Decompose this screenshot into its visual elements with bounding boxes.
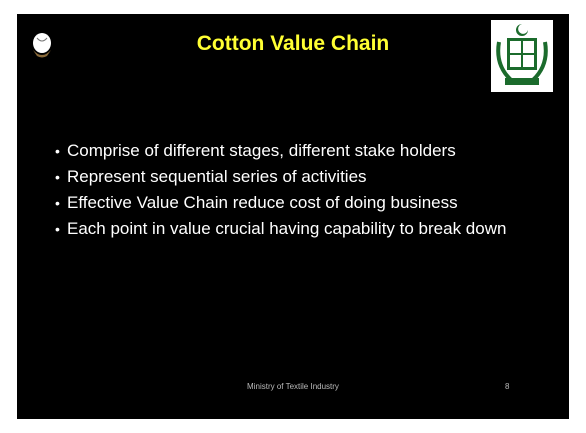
bullet: Represent sequential series of activitie… xyxy=(55,167,549,187)
footer: Ministry of Textile Industry xyxy=(247,382,339,391)
emblem xyxy=(491,20,553,92)
bullet: Effective Value Chain reduce cost of doi… xyxy=(55,193,549,213)
bullet: Comprise of different stages, different … xyxy=(55,141,549,161)
title: Cotton Value Chain xyxy=(196,32,390,55)
page-number: 8 xyxy=(505,382,510,391)
cotton-icon xyxy=(33,33,51,58)
bullet-list: Comprise of different stages, different … xyxy=(55,141,549,245)
slide: Cotton Value Chain Comprise of different… xyxy=(17,14,569,419)
bullet: Each point in value crucial having capab… xyxy=(55,219,549,239)
